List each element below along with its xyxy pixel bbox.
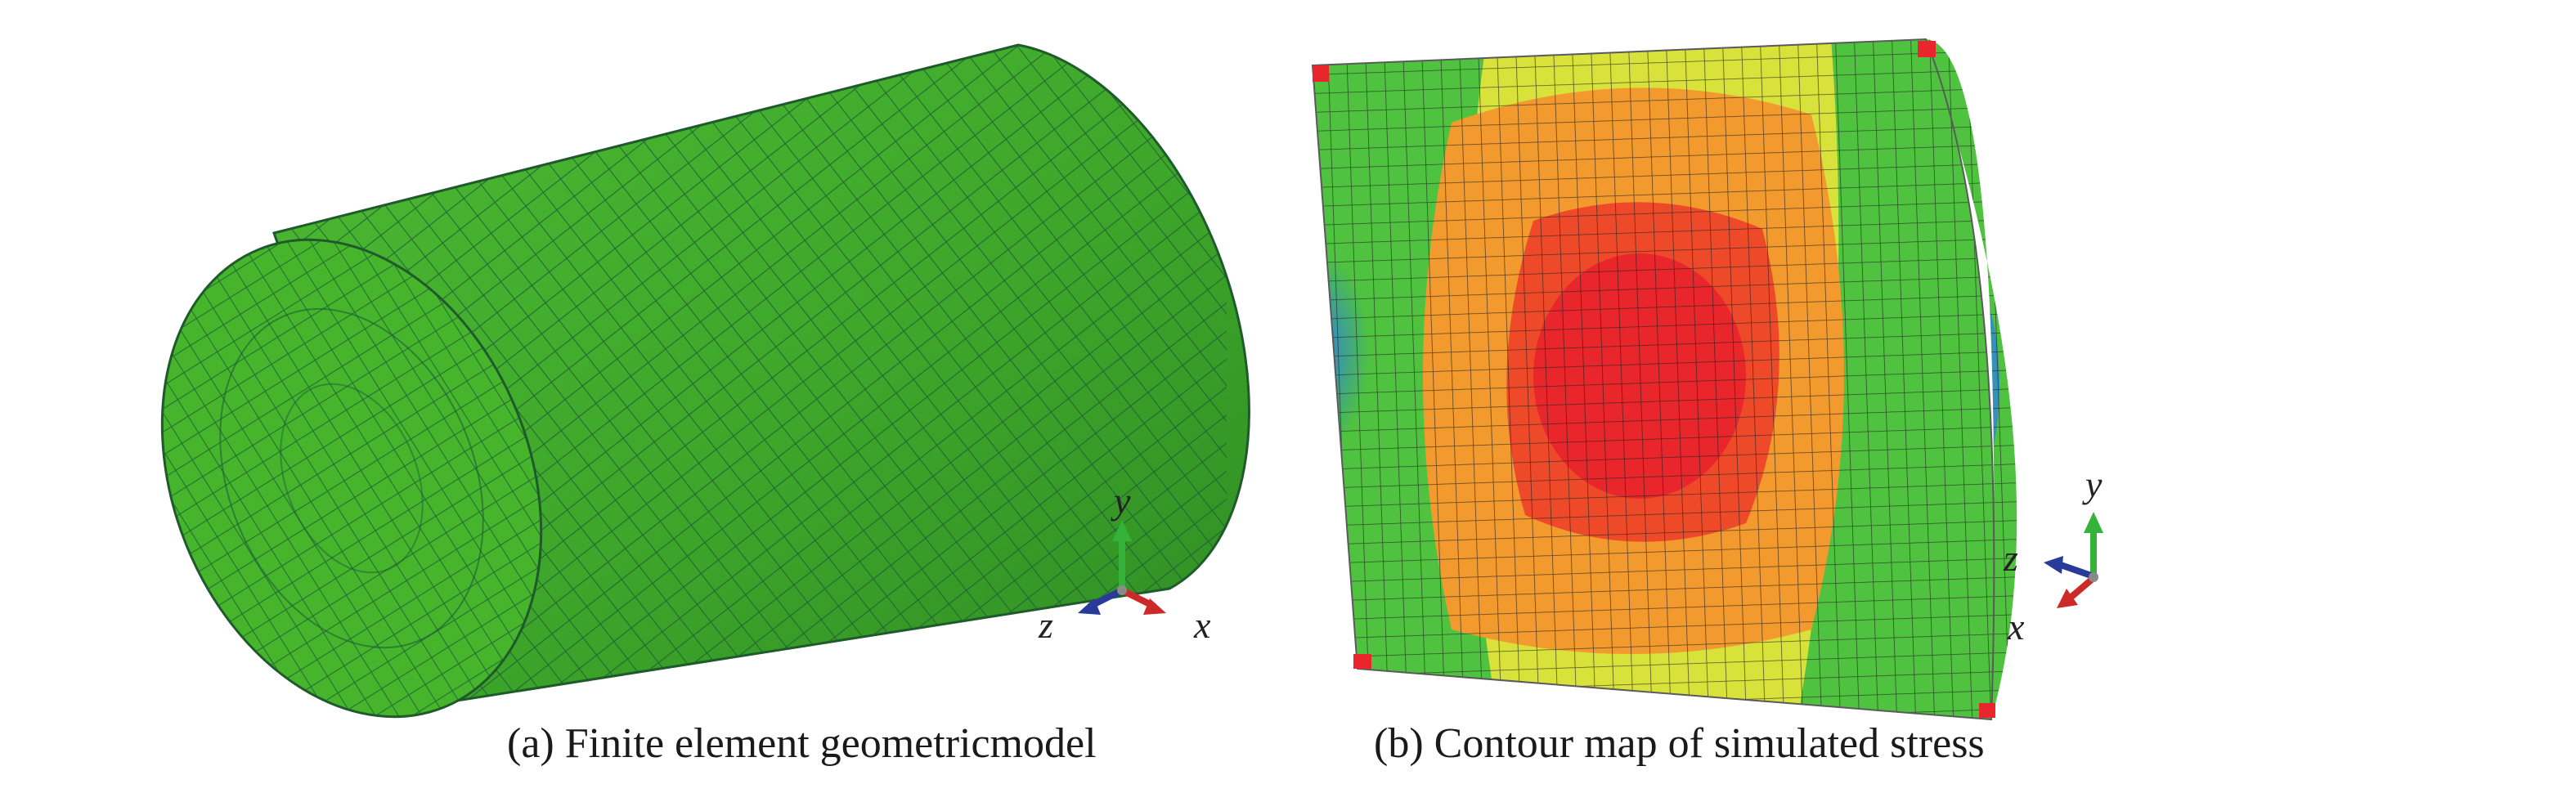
axis-triad-b: y z x [2003,464,2103,647]
axis-label-y: y [2082,464,2103,505]
caption-stress-contour: (b) Contour map of simulated stress [1374,720,1985,767]
axis-label-z: z [1038,604,1053,646]
stress-contour-face [1313,39,1995,719]
caption-finite-element-model: (a) Finite element geometricmodel [507,720,1097,767]
panel-stress-contour: y z x [1288,0,2576,721]
axis-label-y: y [1111,480,1131,522]
axis-label-z: z [2003,537,2018,579]
mesh-cylinder-figure: y x z [160,43,1250,719]
axis-triad-a: y x z [1038,480,1211,646]
panel-finite-element-model: y x z (a) Finite element geometricmodel [0,0,1288,767]
axis-label-x: x [2007,606,2025,647]
stress-contour-figure: y z x [1311,38,2103,721]
axis-label-x: x [1193,604,1211,646]
